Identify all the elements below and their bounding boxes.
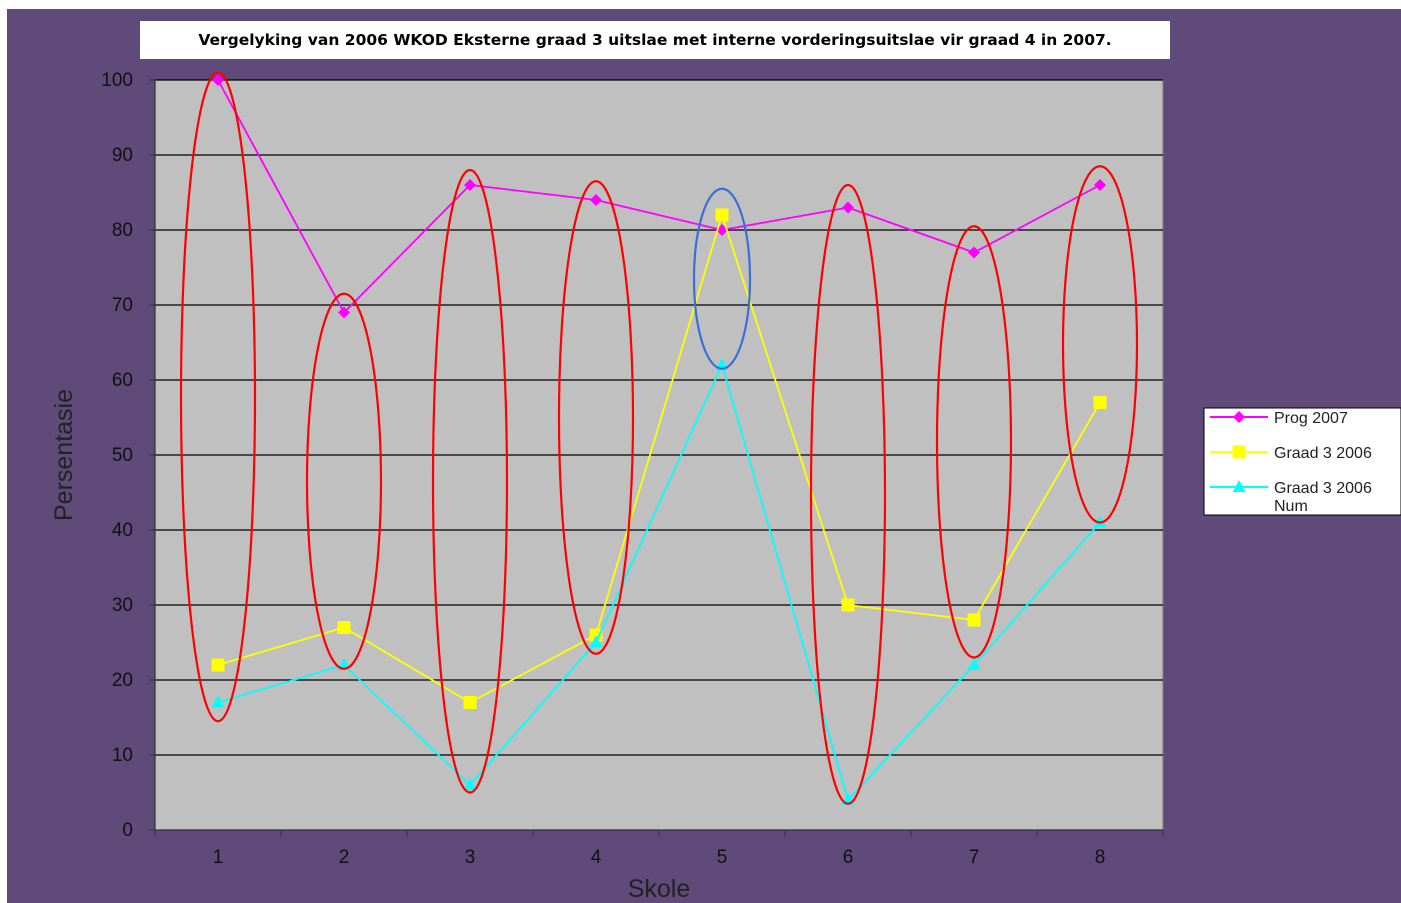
legend-label-3-cont: Num: [1274, 498, 1308, 515]
data-point-series-3: [463, 778, 477, 790]
data-point-series-1: [590, 194, 602, 206]
series-line-1: [217, 79, 1101, 314]
annotation-ellipse-4: [557, 180, 635, 655]
chart-title: Vergelyking van 2006 WKOD Eksterne graad…: [140, 21, 1170, 59]
data-point-series-1: [212, 74, 224, 86]
x-tick-label: 6: [843, 847, 854, 868]
x-tick-label: 3: [465, 847, 476, 868]
y-tick-label: 70: [112, 295, 133, 316]
data-point-series-1: [464, 179, 476, 191]
data-point-series-2: [337, 621, 351, 634]
data-point-series-3: [715, 358, 729, 370]
legend-marker-1: [1233, 411, 1245, 423]
x-tick-label: 2: [339, 847, 350, 868]
legend-marker-2: [1232, 445, 1246, 459]
legend-marker-3: [1232, 480, 1246, 492]
data-point-series-2: [967, 613, 981, 627]
x-tick-label: 1: [213, 847, 224, 868]
x-axis-title: Skole: [628, 875, 691, 903]
y-tick-label: 30: [112, 595, 133, 616]
data-point-series-3: [967, 658, 981, 670]
y-tick-label: 60: [112, 370, 133, 391]
data-point-series-3: [211, 695, 225, 708]
x-tick-label: 7: [969, 847, 980, 868]
y-tick-label: 90: [112, 145, 133, 166]
data-point-series-2: [589, 628, 603, 642]
y-tick-label: 40: [112, 520, 133, 541]
data-point-series-2: [1093, 396, 1107, 409]
legend-label-2: Graad 3 2006: [1274, 445, 1372, 462]
data-point-series-1: [338, 306, 350, 319]
legend-label-1: Prog 2007: [1274, 410, 1348, 427]
legend-label-3: Graad 3 2006: [1274, 480, 1372, 497]
data-point-series-1: [1094, 179, 1106, 191]
annotation-ellipse-3: [431, 168, 509, 794]
data-point-series-1: [968, 246, 980, 259]
y-tick-label: 20: [112, 670, 133, 691]
annotation-ellipse-1: [179, 71, 257, 723]
annotation-ellipse-6: [809, 183, 887, 805]
annotation-ellipse-2: [305, 292, 383, 670]
annotation-ellipse-8: [1061, 165, 1139, 524]
data-point-series-2: [715, 208, 729, 222]
data-point-series-3: [589, 635, 603, 648]
legend: [1203, 407, 1401, 516]
data-point-series-2: [841, 598, 855, 612]
x-tick-label: 8: [1095, 847, 1106, 868]
y-axis-title: Persentasie: [50, 389, 78, 521]
series-line-3: [217, 362, 1101, 802]
y-tick-label: 0: [122, 820, 133, 841]
annotation-ellipse-7: [935, 225, 1013, 659]
data-point-series-1: [842, 201, 854, 214]
y-tick-label: 10: [112, 745, 133, 766]
annotation-ellipse-5: [692, 187, 752, 370]
y-tick-label: 50: [112, 445, 133, 466]
y-tick-label: 80: [112, 220, 133, 241]
x-tick-label: 5: [717, 847, 728, 868]
x-tick-label: 4: [591, 847, 602, 868]
data-point-series-2: [211, 658, 225, 672]
y-tick-label: 100: [101, 70, 133, 91]
data-point-series-2: [463, 696, 477, 709]
